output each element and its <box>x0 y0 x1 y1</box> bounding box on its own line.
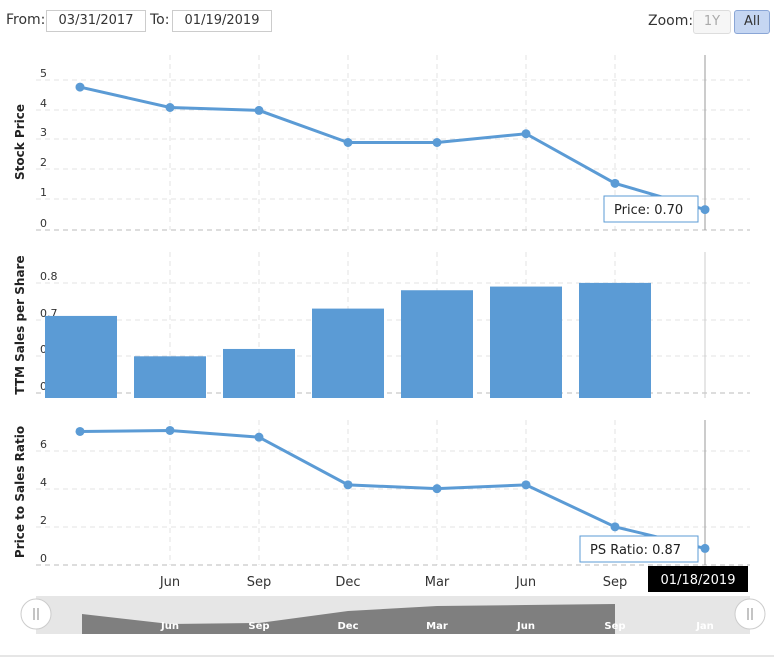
y-tick-label: 1 <box>40 186 47 199</box>
data-point <box>343 138 353 147</box>
y-tick-label: 0.8 <box>40 270 58 283</box>
bar <box>134 356 206 398</box>
data-point <box>165 103 175 112</box>
data-point <box>610 178 620 188</box>
handle-circle <box>734 598 766 630</box>
bar <box>45 315 117 398</box>
data-point <box>521 480 531 490</box>
navigator-left-handle[interactable] <box>20 598 52 630</box>
navigator-tick-label: Jun <box>516 621 535 632</box>
zoom-label: Zoom: <box>648 13 694 29</box>
bar <box>223 348 295 398</box>
to-label: To: <box>150 12 170 28</box>
y-tick-label: 6 <box>40 438 47 451</box>
navigator-tick-label: Mar <box>426 621 448 632</box>
bar <box>490 286 562 398</box>
bar <box>401 290 473 398</box>
data-point <box>165 425 175 435</box>
data-point <box>700 205 710 215</box>
bar <box>312 308 384 398</box>
navigator-right-handle[interactable] <box>734 598 766 630</box>
data-point <box>75 82 85 92</box>
series-line <box>79 428 706 550</box>
from-label: From: <box>6 12 46 28</box>
y-tick-label: 0 <box>40 552 47 565</box>
tooltip-box <box>579 535 699 563</box>
to-date-input[interactable]: 01/19/2019 <box>172 10 272 32</box>
navigator-tick-label: Jun <box>160 621 179 632</box>
data-point <box>521 129 531 139</box>
zoom-1y-button[interactable]: 1Y <box>693 10 731 34</box>
crosshair-date: 01/18/2019 <box>661 573 736 588</box>
price-tooltip: Price: 0.70 <box>603 195 699 223</box>
navigator-series <box>82 604 615 634</box>
from-date-input[interactable]: 03/31/2017 <box>46 10 146 32</box>
tooltip-box <box>603 195 699 223</box>
ps-ratio-tooltip: PS Ratio: 0.87 <box>579 535 699 563</box>
zoom-all-button[interactable]: All <box>734 10 770 34</box>
navigator-tick-label: Jan <box>695 621 714 632</box>
y-tick-label: 2 <box>40 514 47 527</box>
data-point <box>610 522 620 532</box>
y-tick-label: 3 <box>40 126 47 139</box>
data-point <box>700 543 710 553</box>
y-tick-label: 4 <box>40 476 47 489</box>
tooltip-text: PS Ratio: 0.87 <box>590 543 681 558</box>
data-point <box>343 480 353 490</box>
y-tick-label: 4 <box>40 97 47 110</box>
y-axis-title: Price to Sales Ratio <box>13 426 27 558</box>
data-point <box>75 426 85 436</box>
data-point <box>432 138 442 147</box>
y-tick-label: 0 <box>40 217 47 230</box>
y-tick-label: 2 <box>40 156 47 169</box>
x-tick-label: Jun <box>515 575 536 590</box>
x-tick-label: Jun <box>159 575 180 590</box>
bar <box>579 282 651 398</box>
x-tick-label: Sep <box>603 575 628 590</box>
navigator-tick-label: Dec <box>337 621 358 632</box>
navigator-tick-label: Sep <box>604 621 625 632</box>
data-point <box>254 432 264 442</box>
navigator-tick-label: Sep <box>248 621 269 632</box>
handle-circle <box>20 598 52 630</box>
data-point <box>432 484 442 494</box>
tooltip-text: Price: 0.70 <box>614 203 683 218</box>
x-tick-label: Sep <box>247 575 272 590</box>
crosshair-date-box <box>648 566 748 592</box>
y-axis-title: TTM Sales per Share <box>13 255 27 394</box>
x-tick-label: Mar <box>425 575 450 590</box>
x-tick-label: Dec <box>335 575 360 590</box>
y-tick-label: 5 <box>40 67 47 80</box>
data-point <box>254 105 264 115</box>
y-axis-title: Stock Price <box>13 104 27 180</box>
series-line <box>79 85 706 212</box>
